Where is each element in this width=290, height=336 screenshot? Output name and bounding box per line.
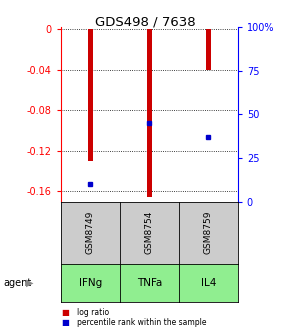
- Bar: [147, 29, 152, 197]
- Bar: [88, 29, 93, 161]
- Text: ▶: ▶: [26, 278, 34, 288]
- Text: TNFa: TNFa: [137, 278, 162, 288]
- Text: IL4: IL4: [201, 278, 216, 288]
- Text: GSM8759: GSM8759: [204, 211, 213, 254]
- Text: percentile rank within the sample: percentile rank within the sample: [77, 318, 206, 327]
- Text: GDS498 / 7638: GDS498 / 7638: [95, 15, 195, 28]
- Text: IFNg: IFNg: [79, 278, 102, 288]
- Bar: [206, 29, 211, 70]
- Text: log ratio: log ratio: [77, 308, 109, 317]
- Text: agent: agent: [3, 278, 31, 288]
- Text: ■: ■: [61, 308, 69, 317]
- Text: GSM8749: GSM8749: [86, 211, 95, 254]
- Text: GSM8754: GSM8754: [145, 211, 154, 254]
- Text: ■: ■: [61, 318, 69, 327]
